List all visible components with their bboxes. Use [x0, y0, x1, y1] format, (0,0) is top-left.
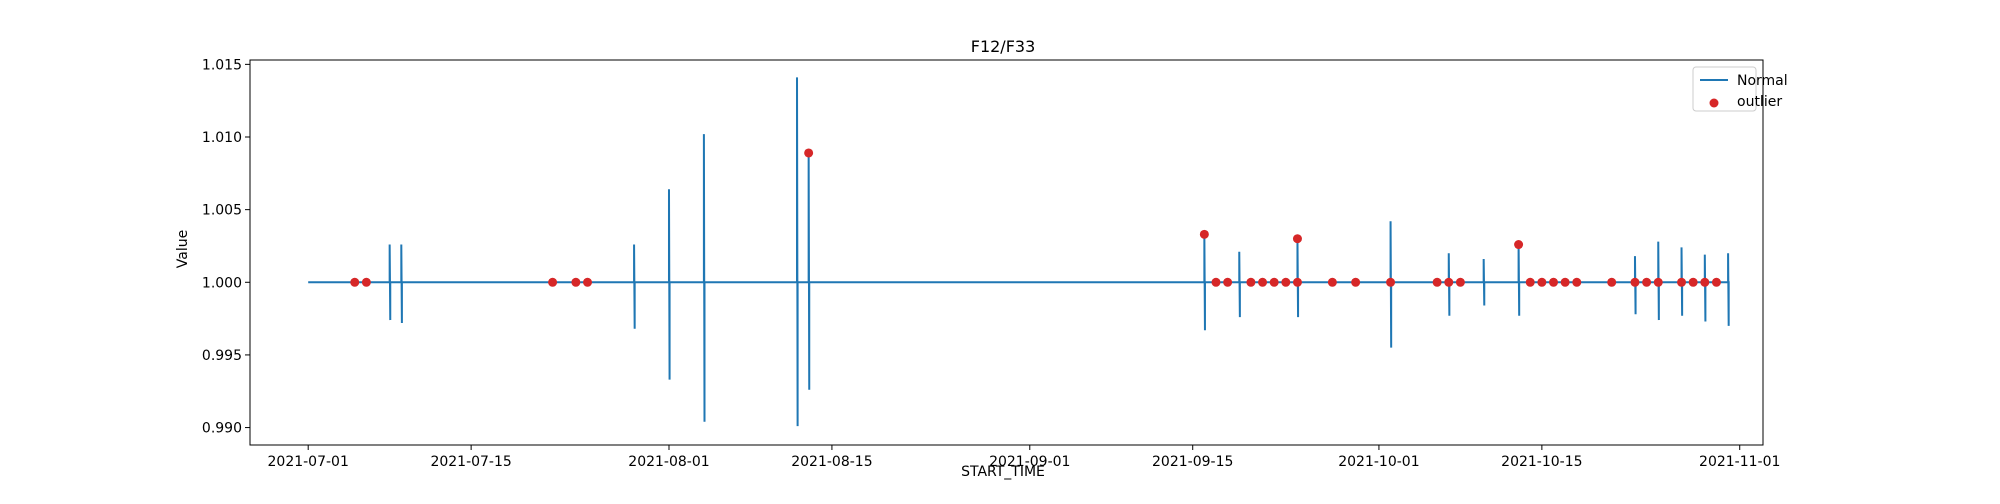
outlier-point	[1607, 277, 1617, 287]
outlier-point	[1630, 277, 1640, 287]
outlier-point	[548, 277, 558, 287]
legend-label-outlier: outlier	[1737, 94, 1782, 110]
y-tick-label: 1.015	[202, 57, 242, 73]
plot-frame	[249, 59, 1764, 446]
series-line-normal	[308, 77, 1730, 427]
outlier-point	[1688, 277, 1698, 287]
outlier-point	[571, 277, 581, 287]
y-tick-label: 1.005	[202, 203, 242, 219]
outlier-point	[1677, 277, 1687, 287]
plot-area	[308, 77, 1730, 427]
outlier-point	[1711, 277, 1721, 287]
outlier-point	[1281, 277, 1291, 287]
outlier-point	[1537, 277, 1547, 287]
outlier-point	[1223, 277, 1233, 287]
outlier-point	[1455, 277, 1465, 287]
outlier-point	[1269, 277, 1279, 287]
x-tick-label: 2021-08-01	[628, 454, 709, 470]
legend-label-normal: Normal	[1737, 73, 1788, 89]
y-tick-label: 0.990	[202, 421, 242, 437]
y-tick-label: 0.995	[202, 348, 242, 364]
outlier-point	[1642, 277, 1652, 287]
x-tick-label: 2021-08-15	[791, 454, 872, 470]
outlier-point	[1514, 240, 1524, 250]
y-axis-label: Value	[175, 230, 191, 268]
y-tick-label: 1.010	[202, 130, 242, 146]
legend-swatch-outlier	[1709, 98, 1719, 108]
x-tick-label: 2021-10-01	[1338, 454, 1419, 470]
outlier-point	[1549, 277, 1559, 287]
outlier-point	[1292, 277, 1302, 287]
legend-frame	[1692, 66, 1757, 112]
x-tick-label: 2021-09-15	[1152, 454, 1233, 470]
outlier-point	[1572, 277, 1582, 287]
outlier-point	[1292, 234, 1302, 244]
outlier-point	[1246, 277, 1256, 287]
outlier-point	[1525, 277, 1535, 287]
x-tick-label: 2021-07-15	[430, 454, 511, 470]
x-axis-label: START_TIME	[961, 464, 1045, 480]
outlier-point	[1700, 277, 1710, 287]
outlier-point	[361, 277, 371, 287]
legend: Normal outlier	[1692, 66, 1788, 112]
x-tick-label: 2021-09-01	[989, 454, 1070, 470]
outlier-point	[1653, 277, 1663, 287]
outlier-point	[1327, 277, 1337, 287]
outlier-point	[1199, 229, 1209, 239]
outlier-point	[1351, 277, 1361, 287]
x-tick-label: 2021-11-01	[1699, 454, 1780, 470]
x-tick-label: 2021-10-15	[1501, 454, 1582, 470]
axes: 2021-07-01 2021-07-15 2021-08-01 2021-08-15…	[202, 57, 1781, 470]
outlier-point	[1444, 277, 1454, 287]
outlier-point	[1432, 277, 1442, 287]
x-tick-label: 2021-07-01	[268, 454, 349, 470]
outlier-point	[1560, 277, 1570, 287]
chart-title: F12/F33	[971, 37, 1036, 56]
outlier-point	[350, 277, 360, 287]
outlier-point	[1258, 277, 1268, 287]
outlier-point	[583, 277, 593, 287]
outlier-point	[1386, 277, 1396, 287]
outlier-point	[804, 148, 814, 158]
outlier-point	[1211, 277, 1221, 287]
y-tick-label: 1.000	[202, 275, 242, 291]
